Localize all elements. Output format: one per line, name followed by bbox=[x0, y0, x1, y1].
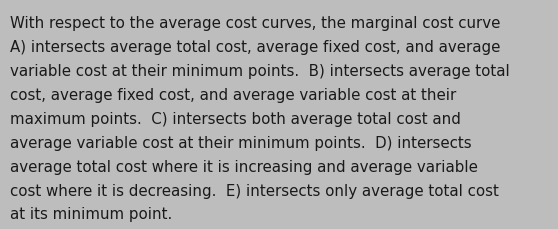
Text: cost where it is decreasing.  E) intersects only average total cost: cost where it is decreasing. E) intersec… bbox=[10, 183, 499, 198]
Text: cost, average fixed cost, and average variable cost at their: cost, average fixed cost, and average va… bbox=[10, 87, 456, 102]
Text: A) intersects average total cost, average fixed cost, and average: A) intersects average total cost, averag… bbox=[10, 40, 501, 55]
Text: maximum points.  C) intersects both average total cost and: maximum points. C) intersects both avera… bbox=[10, 111, 461, 126]
Text: average total cost where it is increasing and average variable: average total cost where it is increasin… bbox=[10, 159, 478, 174]
Text: With respect to the average cost curves, the marginal cost curve: With respect to the average cost curves,… bbox=[10, 16, 501, 31]
Text: average variable cost at their minimum points.  D) intersects: average variable cost at their minimum p… bbox=[10, 135, 472, 150]
Text: variable cost at their minimum points.  B) intersects average total: variable cost at their minimum points. B… bbox=[10, 64, 510, 79]
Text: at its minimum point.: at its minimum point. bbox=[10, 207, 172, 221]
